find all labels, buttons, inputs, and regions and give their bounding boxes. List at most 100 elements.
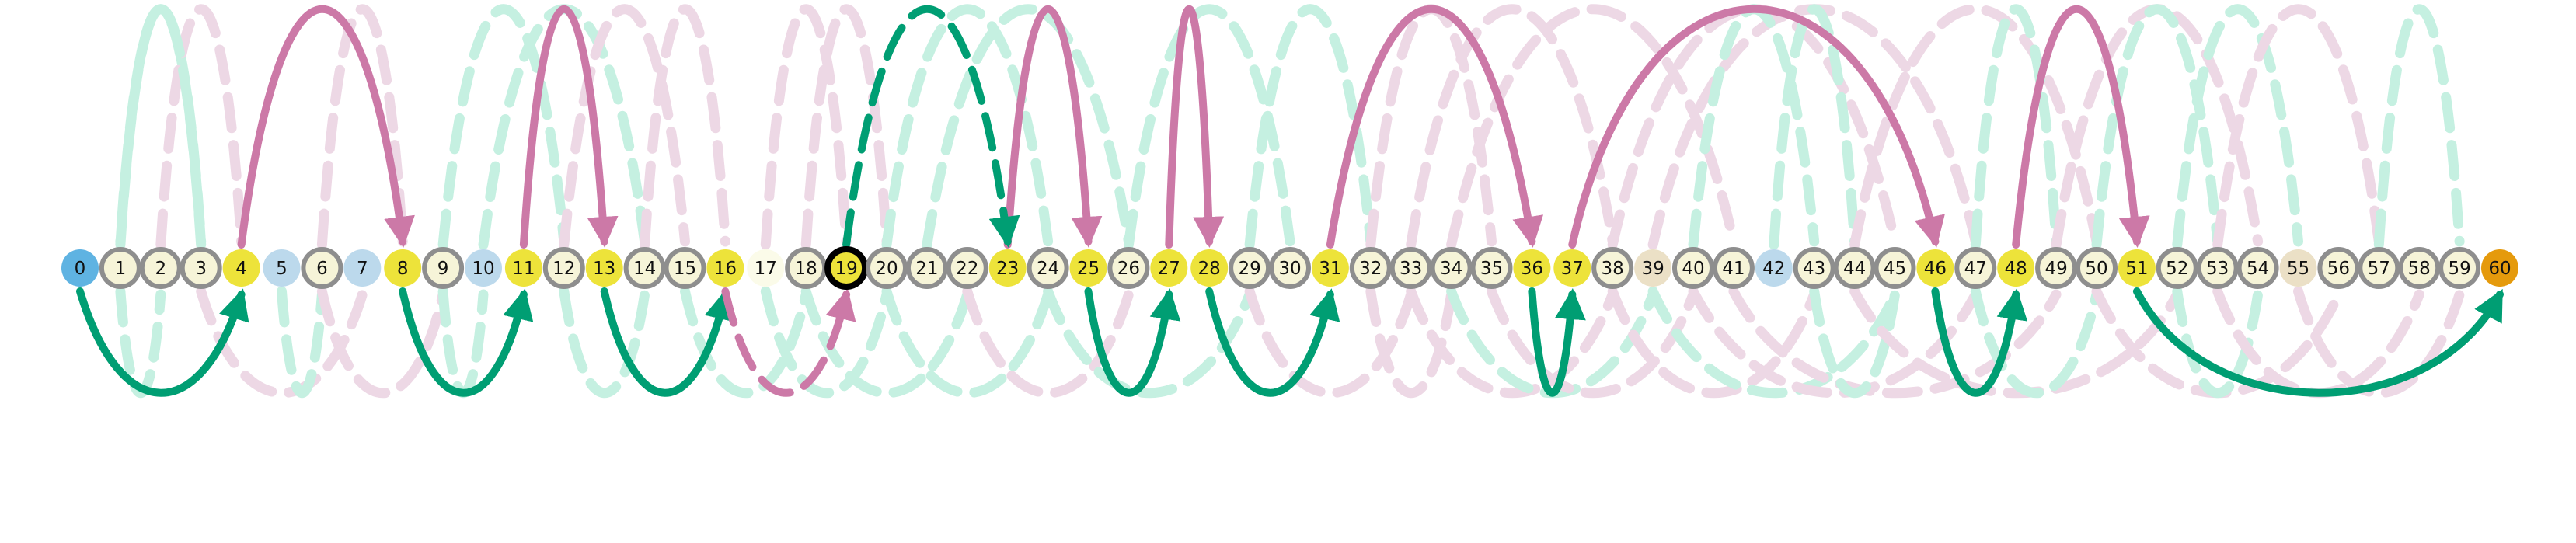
node-label: 47	[1964, 259, 1987, 279]
node-circle	[1513, 249, 1551, 287]
node-44: 44	[1833, 247, 1876, 289]
node-circle	[1470, 247, 1513, 289]
node-label: 40	[1682, 259, 1704, 279]
node-circle	[2118, 249, 2156, 287]
node-32: 32	[1349, 247, 1392, 289]
node-circle	[2236, 247, 2279, 289]
node-label: 34	[1440, 259, 1462, 279]
pink-arc-11-to-13	[519, 5, 619, 249]
node-label: 31	[1319, 259, 1341, 279]
node-8: 8	[384, 249, 422, 287]
node-label: 1	[115, 259, 127, 279]
node-38: 38	[1591, 247, 1634, 289]
faint-green-arc	[680, 286, 811, 399]
node-33: 33	[1389, 247, 1432, 289]
node-circle	[747, 249, 785, 287]
node-label: 8	[397, 259, 409, 279]
node-label: 18	[795, 259, 817, 279]
node-circle	[1349, 247, 1392, 289]
node-circle	[1916, 249, 1954, 287]
pink-arc-48-to-51	[2012, 5, 2150, 249]
node-label: 44	[1843, 259, 1866, 279]
faint-green-arc	[881, 286, 1054, 399]
node-circle	[1755, 249, 1793, 287]
node-circle	[905, 247, 948, 289]
faint-green-arc	[1769, 4, 1860, 250]
node-16: 16	[706, 249, 744, 287]
faint-pink-arc	[2293, 286, 2465, 399]
node-56: 56	[2317, 247, 2360, 289]
green-arc-13-to-16	[600, 287, 735, 397]
node-circle	[1833, 247, 1876, 289]
green-arc-19-to-23	[842, 5, 1020, 249]
node-circle	[2317, 247, 2360, 289]
node-57: 57	[2358, 247, 2400, 289]
node-4: 4	[222, 249, 260, 287]
node-label: 28	[1198, 259, 1221, 279]
node-circle	[1107, 247, 1150, 289]
node-label: 55	[2287, 259, 2309, 279]
node-circle	[623, 247, 666, 289]
node-circle	[139, 247, 182, 289]
node-circle	[1634, 249, 1672, 287]
faint-pink-arc	[1607, 286, 1820, 399]
node-label: 7	[357, 259, 368, 279]
node-label: 39	[1641, 259, 1664, 279]
node-label: 27	[1158, 259, 1180, 279]
node-label: 25	[1077, 259, 1100, 279]
node-label: 29	[1238, 259, 1260, 279]
node-circle	[1553, 249, 1591, 287]
green-arc-8-to-11	[399, 287, 534, 397]
node-circle	[301, 247, 343, 289]
faint-pink-arc	[1406, 4, 1618, 250]
node-18: 18	[785, 247, 828, 289]
node-48: 48	[1997, 249, 2035, 287]
node-label: 15	[674, 259, 696, 279]
node-circle	[585, 249, 623, 287]
node-label: 17	[755, 259, 777, 279]
node-circle	[343, 249, 382, 287]
pink-arc-23-to-25	[1003, 5, 1103, 249]
node-label: 20	[875, 259, 898, 279]
node-label: 24	[1037, 259, 1059, 279]
node-1: 1	[99, 247, 141, 289]
node-9: 9	[422, 247, 465, 289]
node-circle	[1672, 247, 1714, 289]
node-label: 56	[2327, 259, 2350, 279]
faint-pink-arc	[800, 4, 892, 250]
node-label: 59	[2448, 259, 2470, 279]
node-circle	[866, 247, 908, 289]
node-5: 5	[263, 249, 301, 287]
node-50: 50	[2076, 247, 2118, 289]
node-51: 51	[2118, 249, 2156, 287]
faint-pink-arc	[316, 4, 408, 250]
node-12: 12	[542, 247, 585, 289]
node-label: 57	[2368, 259, 2390, 279]
node-circle	[1954, 247, 1997, 289]
node-circle	[384, 249, 422, 287]
pink-arc-37-to-46	[1568, 5, 1945, 249]
node-29: 29	[1229, 247, 1271, 289]
node-label: 42	[1762, 259, 1785, 279]
node-circle	[263, 249, 301, 287]
node-circle	[1389, 247, 1432, 289]
faint-green-arc	[115, 286, 166, 399]
faint-green-arc	[115, 4, 207, 250]
node-circle	[1311, 249, 1349, 287]
faint-pink-arc	[2212, 4, 2384, 250]
node-circle	[946, 247, 988, 289]
node-label: 53	[2206, 259, 2229, 279]
pink-arc-31-to-36	[1326, 5, 1544, 249]
node-label: 14	[633, 259, 656, 279]
faint-green-arc	[1970, 286, 2102, 399]
faint-green-arc	[559, 286, 650, 399]
node-27: 27	[1150, 249, 1188, 287]
node-41: 41	[1712, 247, 1755, 289]
faint-pink-arc	[1365, 286, 1457, 399]
faint-green-arc	[1970, 4, 2062, 250]
bold-arc-layer	[76, 5, 2504, 397]
node-37: 37	[1553, 249, 1591, 287]
node-14: 14	[623, 247, 666, 289]
node-label: 9	[437, 259, 449, 279]
